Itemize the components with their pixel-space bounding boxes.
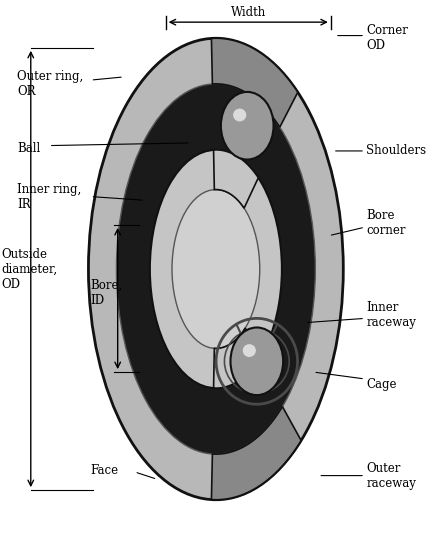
Text: Inner
raceway: Inner raceway	[366, 301, 416, 329]
Ellipse shape	[150, 150, 282, 388]
Ellipse shape	[116, 84, 316, 454]
Text: Cage: Cage	[366, 378, 397, 391]
Text: Face: Face	[90, 464, 119, 477]
Text: Corner
OD: Corner OD	[366, 24, 408, 52]
Text: Shoulders: Shoulders	[366, 144, 427, 158]
Text: Ball: Ball	[17, 141, 41, 155]
Ellipse shape	[243, 344, 256, 357]
Ellipse shape	[88, 38, 343, 500]
Text: Bore,
ID: Bore, ID	[90, 279, 123, 307]
Text: Outside
diameter,
OD: Outside diameter, OD	[2, 247, 58, 291]
Polygon shape	[212, 407, 301, 500]
Polygon shape	[212, 38, 298, 127]
Polygon shape	[214, 150, 258, 208]
Ellipse shape	[233, 109, 246, 122]
Text: Bore
corner: Bore corner	[366, 209, 406, 237]
Text: Outer
raceway: Outer raceway	[366, 462, 416, 490]
Circle shape	[230, 328, 283, 395]
Circle shape	[221, 92, 274, 160]
Polygon shape	[214, 328, 260, 388]
Ellipse shape	[172, 189, 260, 349]
Text: Width: Width	[231, 6, 266, 19]
Text: Outer ring,
OR: Outer ring, OR	[17, 70, 83, 98]
Text: Inner ring,
IR: Inner ring, IR	[17, 182, 82, 210]
